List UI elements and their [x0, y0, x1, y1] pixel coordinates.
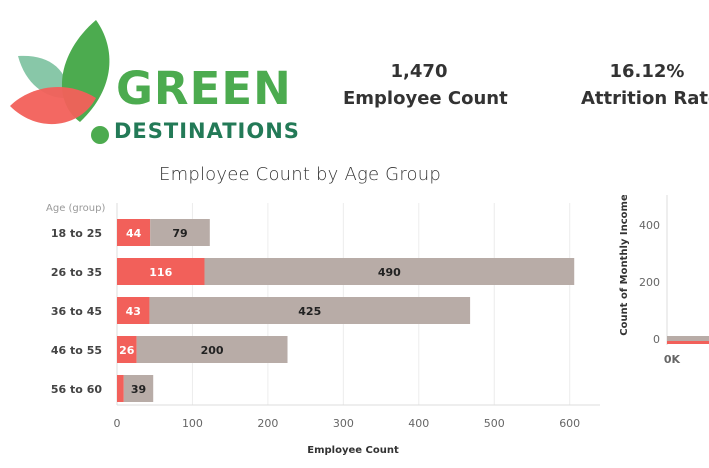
category-label: 18 to 25 [51, 227, 102, 240]
employee-count-value: 1,470 [390, 61, 448, 82]
leaf-logo-icon [10, 20, 110, 125]
bar-value-label: 44 [126, 227, 142, 240]
bar-attrition-no[interactable] [150, 219, 210, 246]
y-tick-label: 0 [653, 333, 660, 346]
y-tick-label: 400 [639, 219, 660, 232]
x-tick-label: 400 [408, 417, 429, 430]
bar-attrition-yes[interactable] [117, 336, 137, 363]
brand-name-line1: GREEN [116, 62, 292, 115]
bar-value-label: 116 [149, 266, 172, 279]
bar-attrition-yes[interactable] [117, 297, 150, 324]
bar-value-label: 425 [298, 305, 321, 318]
bar-value-label: 43 [126, 305, 141, 318]
bar-value-label: 39 [131, 383, 146, 396]
chart-title: Employee Count by Age Group [159, 164, 441, 185]
x-tick-label: 500 [484, 417, 505, 430]
x-tick-label: 200 [257, 417, 278, 430]
category-label: 46 to 55 [51, 344, 102, 357]
x-tick-label: 0K [664, 353, 681, 366]
bar-attrition-no[interactable] [204, 258, 575, 285]
bar-attrition-no[interactable] [149, 297, 471, 324]
bar-attrition-yes[interactable] [117, 375, 124, 402]
x-tick-label: 100 [182, 417, 203, 430]
coral-leaf [10, 86, 96, 125]
bar-value-label: 490 [378, 266, 401, 279]
monthly-income-chart[interactable]: Count of Monthly Income 400 200 0 0K [610, 195, 709, 375]
attrition-rate-value: 16.12% [609, 61, 685, 82]
y-tick-label: 200 [639, 276, 660, 289]
employee-count-label: Employee Count [343, 88, 508, 109]
category-label: 36 to 45 [51, 305, 102, 318]
bar-value-label: 26 [119, 344, 135, 357]
income-bar[interactable] [667, 341, 709, 344]
x-axis-title: Employee Count [307, 445, 399, 456]
bar-attrition-yes[interactable] [117, 258, 205, 285]
bar-attrition-yes[interactable] [117, 219, 151, 246]
brand-name-line2: DESTINATIONS [114, 119, 300, 143]
x-tick-label: 600 [559, 417, 580, 430]
category-label: 56 to 60 [51, 383, 102, 396]
attrition-rate-label: Attrition Rate [581, 88, 709, 109]
x-tick-label: 300 [333, 417, 354, 430]
bar-attrition-no[interactable] [123, 375, 154, 402]
bar-attrition-no[interactable] [136, 336, 288, 363]
y-axis-title: Count of Monthly Income [619, 195, 630, 336]
bar-value-label: 79 [172, 227, 187, 240]
category-label: 26 to 35 [51, 266, 102, 279]
bar-value-label: 200 [201, 344, 224, 357]
income-bar[interactable] [667, 336, 709, 341]
x-tick-label: 0 [114, 417, 121, 430]
brand-dot [91, 126, 109, 144]
age-group-bar-chart[interactable]: Age (group) 18 to 25 44 79 26 to 35 116 490 36 … [0, 195, 610, 468]
y-axis-title: Age (group) [46, 203, 105, 214]
